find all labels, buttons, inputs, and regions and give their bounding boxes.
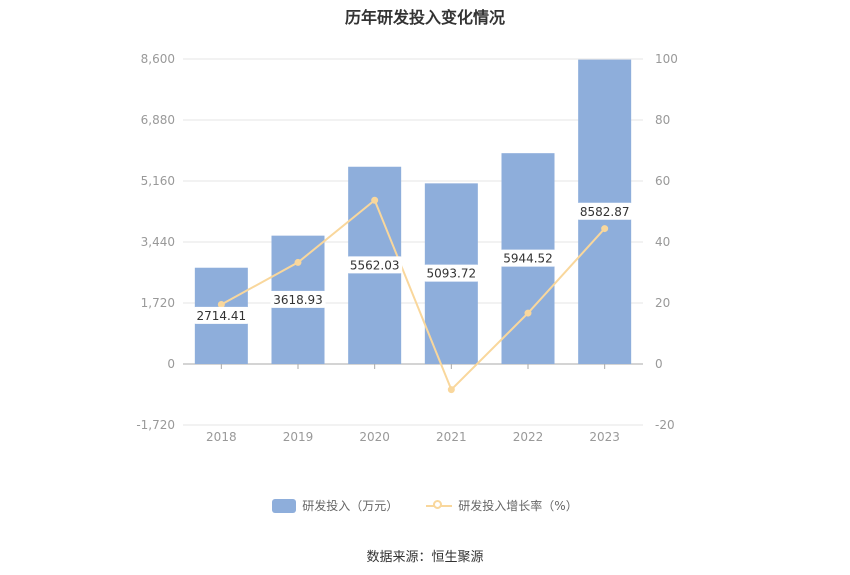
legend-item-growth-rate[interactable]: 研发投入增长率（%） [426,497,578,514]
x-tick-label: 2023 [589,430,620,444]
right-tick-label: 20 [655,296,670,310]
line-point [294,258,302,266]
left-tick-label: 8,600 [141,52,175,66]
left-tick-label: 5,160 [141,174,175,188]
bar-series [194,59,632,365]
bar-value-label: 3618.93 [273,293,323,307]
legend: 研发投入（万元） 研发投入增长率（%） [0,497,850,514]
bar-value-label: 8582.87 [580,205,630,219]
right-axis-ticks: -20 0 20 40 60 80 100 [655,52,678,432]
line-point [371,196,379,204]
line-point [217,301,225,309]
bar-value-label-bg [577,202,633,220]
gridlines [183,58,643,426]
line-point [447,386,455,394]
right-tick-label: 0 [655,357,663,371]
growth-rate-line [220,198,606,392]
bar-value-label-bg [500,249,556,267]
x-tick-label: 2021 [436,430,467,444]
right-tick-label: 80 [655,113,670,127]
line-point [524,309,532,317]
legend-bar-swatch [272,498,297,513]
x-tick-label: 2018 [206,430,237,444]
legend-label-rd-investment: 研发投入（万元） [302,499,399,513]
x-tick-label: 2020 [359,430,390,444]
left-tick-label: 6,880 [141,113,175,127]
bar-value-label: 2714.41 [197,309,247,323]
chart-title: 历年研发投入变化情况 [344,8,505,27]
data-source: 数据来源：恒生聚源 [366,550,484,565]
left-tick-label: 0 [167,357,175,371]
x-tick-label: 2022 [513,430,544,444]
right-tick-label: 60 [655,174,670,188]
x-axis: 2018 2019 2020 2021 2022 2023 [183,363,643,444]
bar-value-label: 5944.52 [503,252,553,266]
bar-value-label: 5562.03 [350,258,400,272]
line-series [217,196,609,394]
x-tick-label: 2019 [283,430,314,444]
left-tick-label: 1,720 [141,296,175,310]
bar-value-label-bg [347,256,403,274]
bar-value-label-bg [423,264,479,282]
bar-value-labels: 2714.41 3618.93 5562.03 5093.72 5944.52 8582.… [193,202,633,324]
line-point [601,225,609,233]
left-tick-label: 3,440 [141,235,175,249]
right-tick-label: -20 [655,418,675,432]
left-axis-ticks: -1,720 0 1,720 3,440 5,160 6,880 8,600 [136,52,175,432]
right-tick-label: 100 [655,52,678,66]
legend-label-growth-rate: 研发投入增长率（%） [458,499,578,513]
legend-item-rd-investment[interactable]: 研发投入（万元） [272,497,398,514]
legend-line-swatch [426,499,453,513]
right-tick-label: 40 [655,235,670,249]
bar-value-label-bg [270,290,326,308]
bar-value-label-bg [193,306,249,324]
bar-value-label: 5093.72 [427,267,477,281]
left-tick-label: -1,720 [136,418,175,432]
